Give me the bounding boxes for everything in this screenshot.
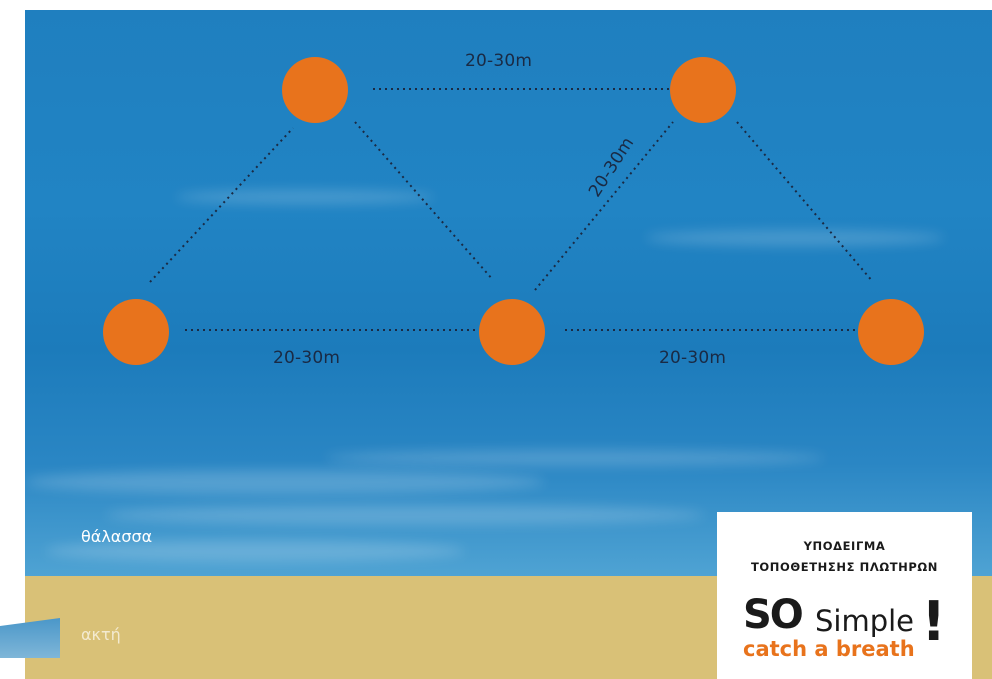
- buoys: [103, 57, 924, 365]
- info-title-line2: ΤΟΠΟΘΕΤΗΣΗΣ ΠΛΩΤΗΡΩΝ: [750, 560, 939, 574]
- line-right-diagonal: [736, 121, 874, 283]
- buoy-top-left: [282, 57, 348, 123]
- logo-exclamation: !: [921, 590, 946, 653]
- buoy-placement-diagram: [103, 57, 924, 365]
- sea-label: θάλασσα: [81, 527, 153, 546]
- logo-simple: Simple: [815, 604, 915, 638]
- cloud-streak: [25, 470, 545, 494]
- sea-area: [25, 10, 992, 576]
- wave-shape: [0, 618, 60, 658]
- info-title: ΥΠΟΔΕΙΓΜΑ ΤΟΠΟΘΕΤΗΣΗΣ ΠΛΩΤΗΡΩΝ: [717, 536, 972, 578]
- buoy-bottom-right: [858, 299, 924, 365]
- buoy-bottom-left: [103, 299, 169, 365]
- logo-so: SO: [743, 592, 804, 638]
- cloud-streak: [45, 540, 465, 562]
- beach-label: ακτή: [81, 625, 121, 644]
- buoy-top-right: [670, 57, 736, 123]
- info-box: ΥΠΟΔΕΙΓΜΑ ΤΟΠΟΘΕΤΗΣΗΣ ΠΛΩΤΗΡΩΝ SO Simple…: [717, 512, 972, 679]
- distance-label-bottom-left: 20-30m: [273, 348, 341, 368]
- distance-label-top: 20-30m: [465, 51, 533, 71]
- cloud-streak: [175, 190, 435, 204]
- distance-label-bottom-right: 20-30m: [659, 348, 727, 368]
- line-center-diagonal-right: [534, 121, 674, 291]
- cloud-streak: [325, 450, 825, 466]
- dotted-lines: [149, 88, 874, 331]
- line-left-diagonal: [149, 127, 294, 283]
- buoy-bottom-center: [479, 299, 545, 365]
- cloud-streak: [105, 505, 705, 525]
- line-center-diagonal-left: [354, 121, 494, 281]
- sosimple-logo: SO Simple catch a breath !: [737, 590, 952, 662]
- cloud-streak: [645, 230, 945, 246]
- logo-tagline: catch a breath: [743, 637, 915, 661]
- info-title-line1: ΥΠΟΔΕΙΓΜΑ: [803, 539, 886, 553]
